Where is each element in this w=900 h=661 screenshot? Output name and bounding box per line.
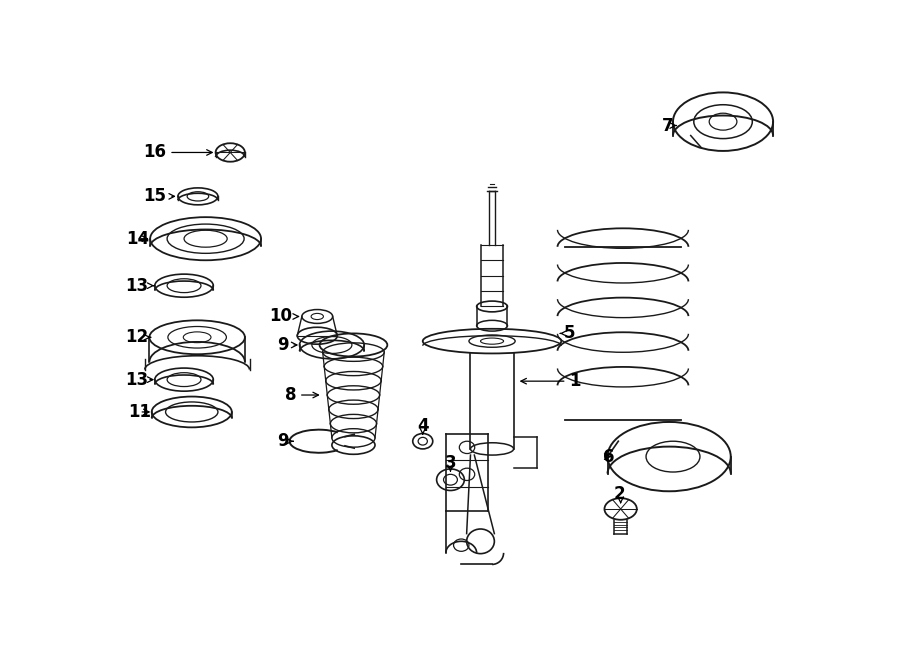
Text: 10: 10 (269, 307, 299, 325)
Text: 5: 5 (561, 325, 575, 342)
Text: 1: 1 (521, 372, 581, 390)
Text: 8: 8 (284, 386, 319, 404)
Text: 6: 6 (603, 447, 615, 465)
Text: 11: 11 (128, 403, 151, 421)
Text: 15: 15 (143, 187, 175, 206)
Text: 12: 12 (125, 329, 150, 346)
Text: 2: 2 (613, 485, 625, 502)
Text: 13: 13 (125, 277, 154, 295)
Text: 3: 3 (445, 454, 456, 472)
Text: 9: 9 (277, 432, 288, 450)
Text: 7: 7 (662, 116, 676, 135)
Text: 14: 14 (126, 230, 149, 248)
Text: 16: 16 (143, 143, 212, 161)
Text: 13: 13 (125, 371, 148, 389)
Text: 4: 4 (417, 417, 428, 435)
Text: 9: 9 (277, 336, 297, 354)
